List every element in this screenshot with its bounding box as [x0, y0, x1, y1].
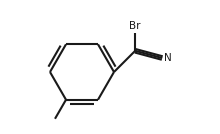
Text: N: N [164, 53, 172, 63]
Text: Br: Br [129, 21, 141, 31]
